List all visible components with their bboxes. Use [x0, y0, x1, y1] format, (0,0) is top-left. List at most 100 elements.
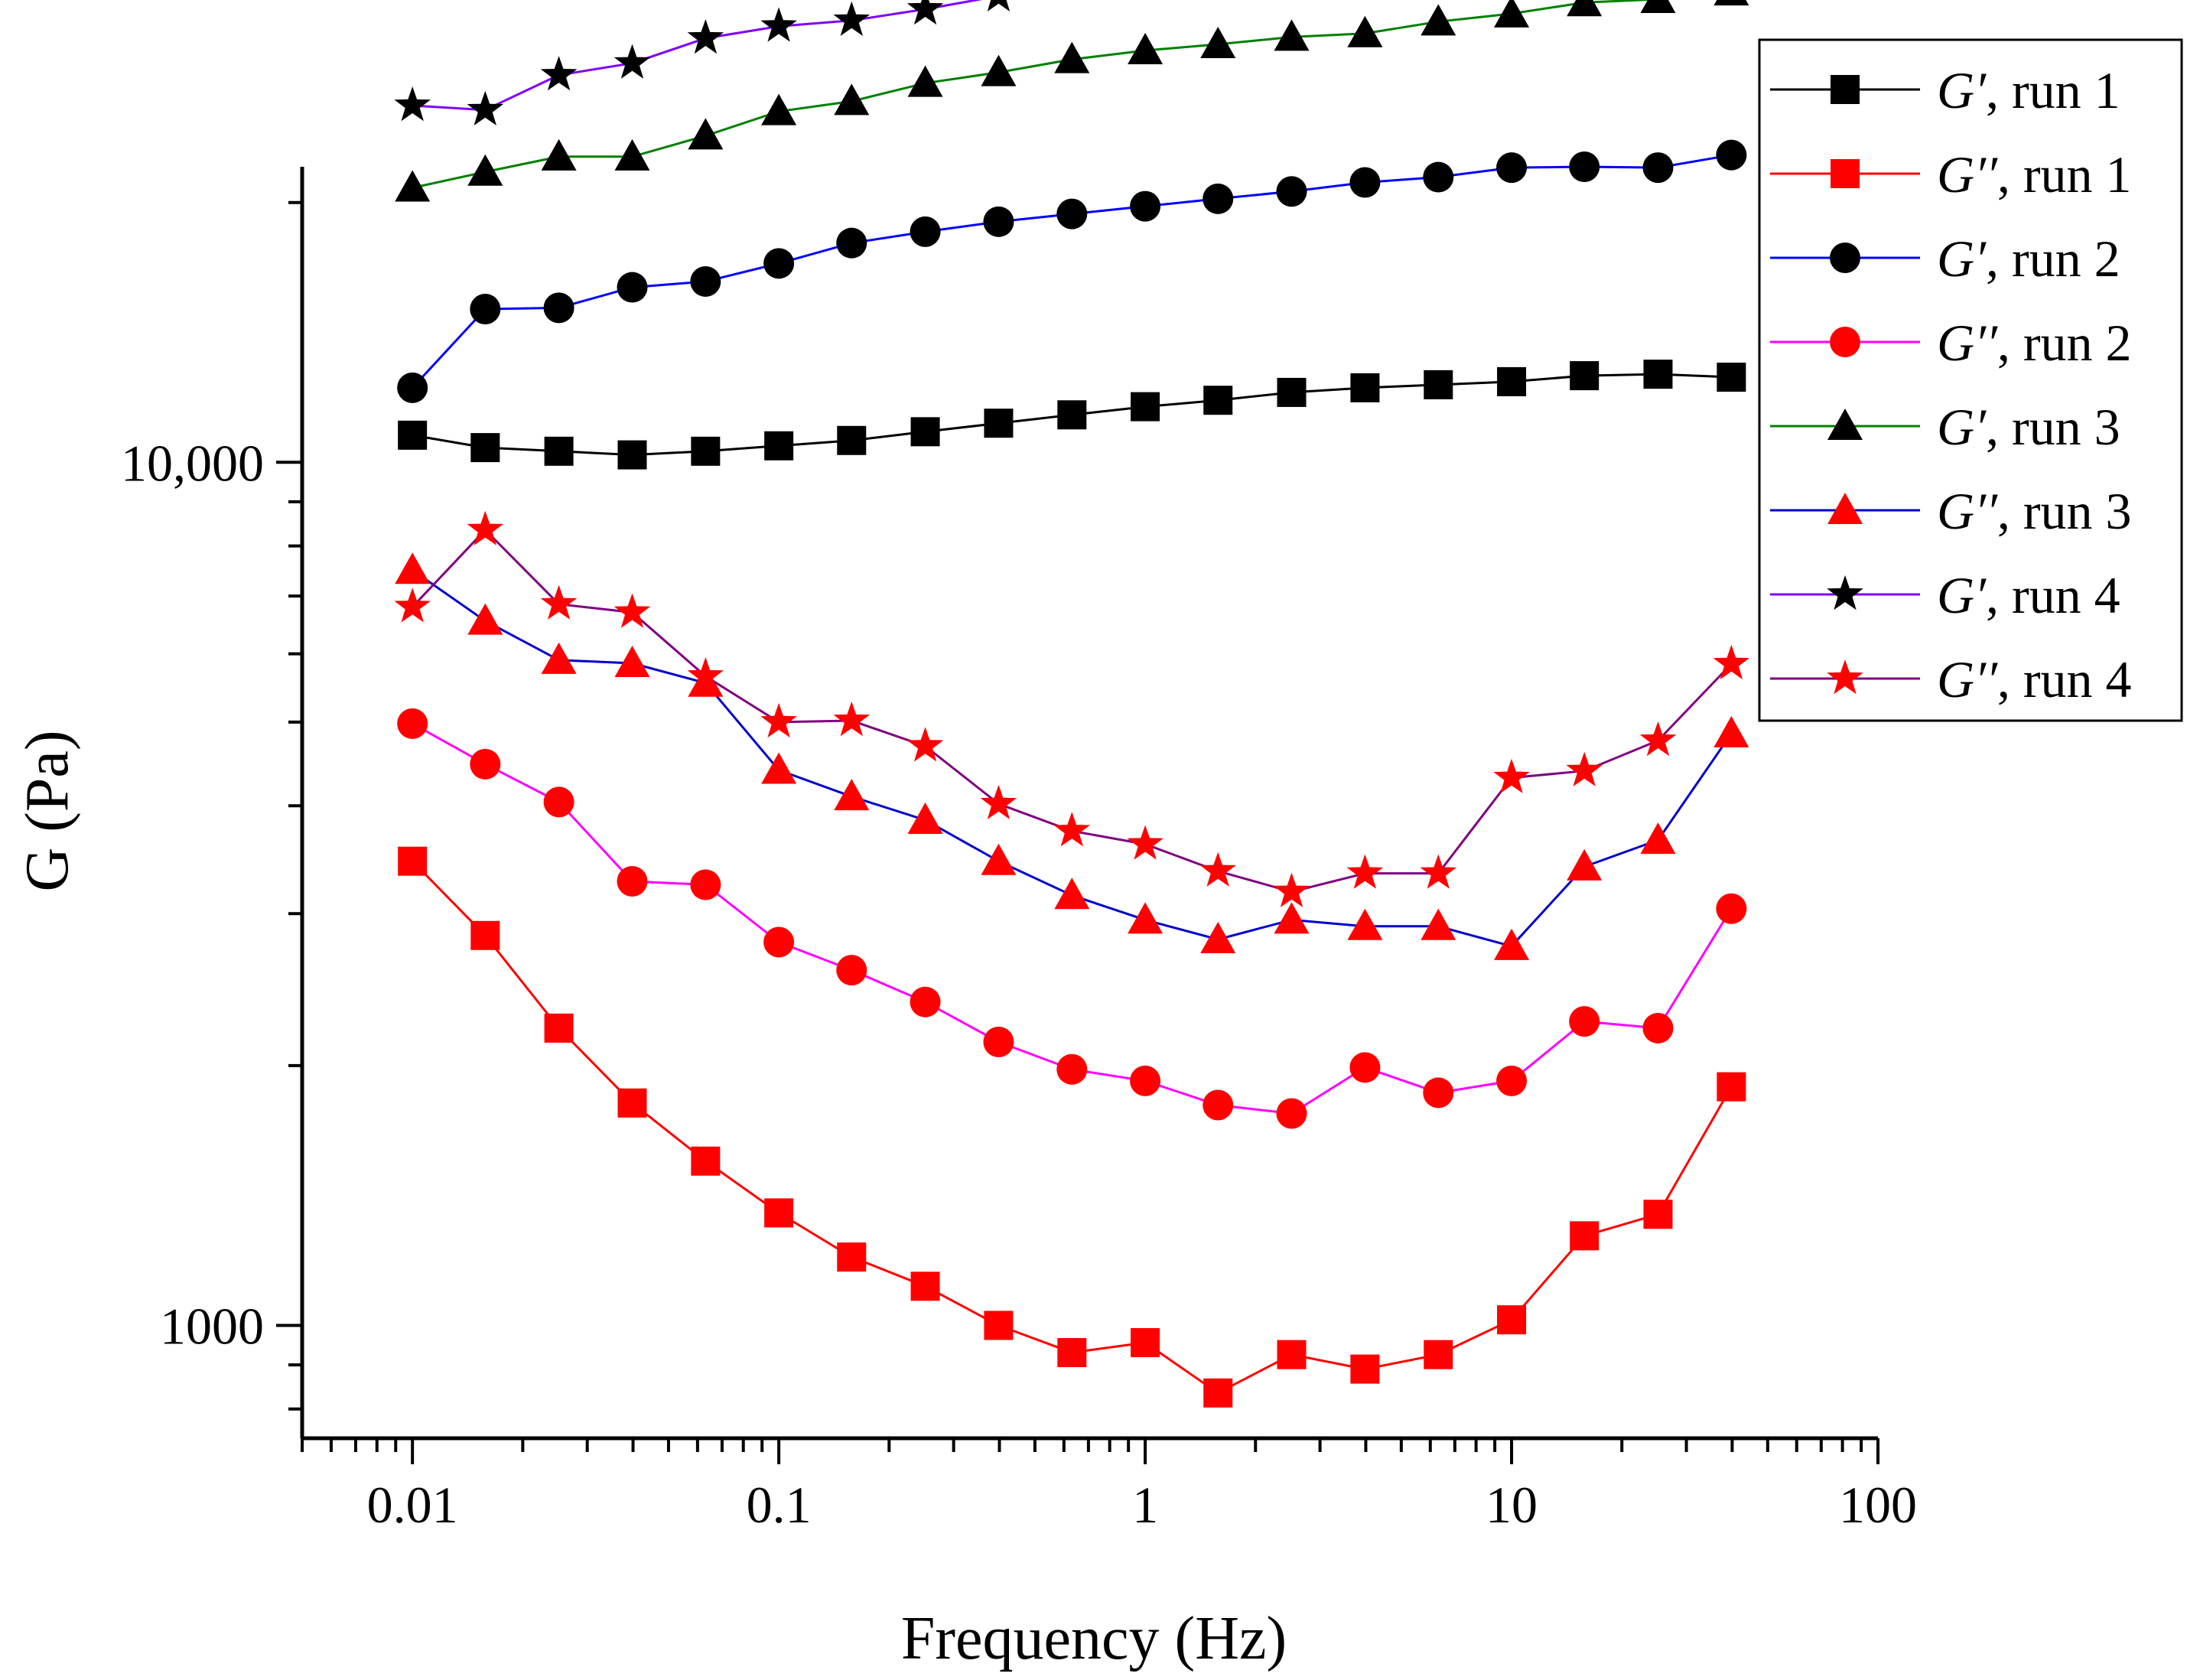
series-triangle-storage-5 [395, 0, 1749, 202]
data-point [1713, 644, 1750, 680]
data-point [1203, 183, 1234, 214]
data-point [544, 1013, 574, 1043]
data-point [470, 294, 501, 325]
legend-marker [1827, 575, 1863, 610]
series-line [412, 0, 1662, 189]
data-point [906, 727, 944, 762]
data-point [614, 138, 650, 171]
data-point [394, 588, 431, 623]
data-point [613, 44, 651, 79]
data-point [1570, 361, 1600, 391]
data-point [1277, 377, 1307, 407]
data-point [687, 19, 724, 54]
data-point [687, 657, 724, 692]
data-point [1276, 1098, 1307, 1129]
legend-label: G′, run 4 [1937, 566, 2120, 624]
data-point [1203, 1089, 1234, 1121]
x-tick-label: 10 [1486, 1476, 1538, 1534]
data-point [1424, 370, 1453, 399]
data-point [1350, 373, 1380, 402]
legend-marker [1830, 243, 1860, 273]
legend-item: G′′, run 1 [1770, 145, 2132, 203]
data-point [1199, 851, 1236, 887]
data-point [983, 206, 1014, 237]
data-point [398, 420, 428, 450]
data-point [1131, 1328, 1160, 1358]
data-point [1273, 872, 1310, 907]
data-point [837, 425, 867, 455]
data-point [1716, 893, 1747, 924]
data-point [467, 510, 504, 545]
data-point [834, 779, 870, 811]
data-point [1057, 400, 1087, 430]
x-axis-title: Frequency (Hz) [901, 1605, 1287, 1672]
plot-area [394, 0, 1750, 1408]
y-axis-title: G (Pa) [14, 730, 81, 891]
data-point [691, 436, 721, 466]
data-point [764, 1198, 794, 1228]
legend-label: G′′, run 4 [1937, 650, 2132, 708]
data-point [1717, 363, 1746, 392]
data-point [617, 440, 647, 470]
data-point [981, 54, 1017, 86]
data-point [1274, 19, 1310, 51]
legend-label: G′′, run 3 [1937, 482, 2132, 540]
x-tick-label: 0.1 [747, 1476, 812, 1534]
data-point [1349, 1052, 1381, 1083]
data-point [544, 436, 574, 466]
data-point [543, 292, 574, 324]
data-point [541, 642, 577, 674]
x-tick-label: 100 [1839, 1476, 1917, 1534]
data-point [1054, 877, 1090, 910]
legend-marker [1827, 409, 1863, 440]
series-line [412, 860, 1733, 1395]
data-point [1276, 176, 1307, 207]
data-point [1056, 198, 1088, 230]
data-point [470, 920, 500, 950]
data-point [910, 986, 941, 1017]
data-point [1346, 854, 1384, 889]
data-point [763, 248, 795, 279]
data-point [688, 118, 724, 150]
y-tick-label: 10,000 [121, 434, 264, 492]
data-point [467, 154, 503, 186]
data-point [395, 170, 431, 202]
data-point [834, 83, 870, 116]
data-point [1203, 1378, 1233, 1408]
data-point [1569, 1006, 1600, 1037]
data-point [1131, 392, 1160, 422]
data-point [395, 552, 431, 584]
legend-item: G′′, run 4 [1770, 650, 2132, 708]
legend-item: G′′, run 3 [1770, 482, 2132, 540]
x-tick-label: 1 [1132, 1476, 1158, 1534]
data-point [1421, 4, 1456, 36]
data-point [1566, 751, 1603, 786]
data-point [1053, 812, 1091, 847]
data-point [1128, 902, 1163, 934]
series-star-storage-7 [394, 0, 1011, 125]
legend-item: G′′, run 2 [1770, 314, 2132, 372]
legend-marker [1831, 75, 1860, 104]
data-point [1570, 1221, 1600, 1251]
axes [300, 167, 1878, 1441]
data-point [907, 65, 943, 97]
legend-marker [1831, 159, 1860, 188]
data-point [1130, 190, 1161, 222]
data-point [763, 926, 795, 958]
data-point [1643, 1200, 1673, 1229]
data-point [1347, 15, 1383, 47]
data-point [467, 90, 504, 125]
data-point [690, 265, 721, 297]
tick-marks [276, 200, 1879, 1464]
data-point [836, 227, 867, 259]
data-point [1130, 1065, 1161, 1096]
data-point [1128, 33, 1163, 65]
data-point [761, 752, 797, 784]
data-point [613, 593, 651, 628]
data-point [1713, 0, 1749, 6]
data-point [1716, 139, 1747, 171]
data-point [1642, 152, 1674, 184]
data-point [760, 7, 797, 42]
data-point [1494, 0, 1530, 28]
